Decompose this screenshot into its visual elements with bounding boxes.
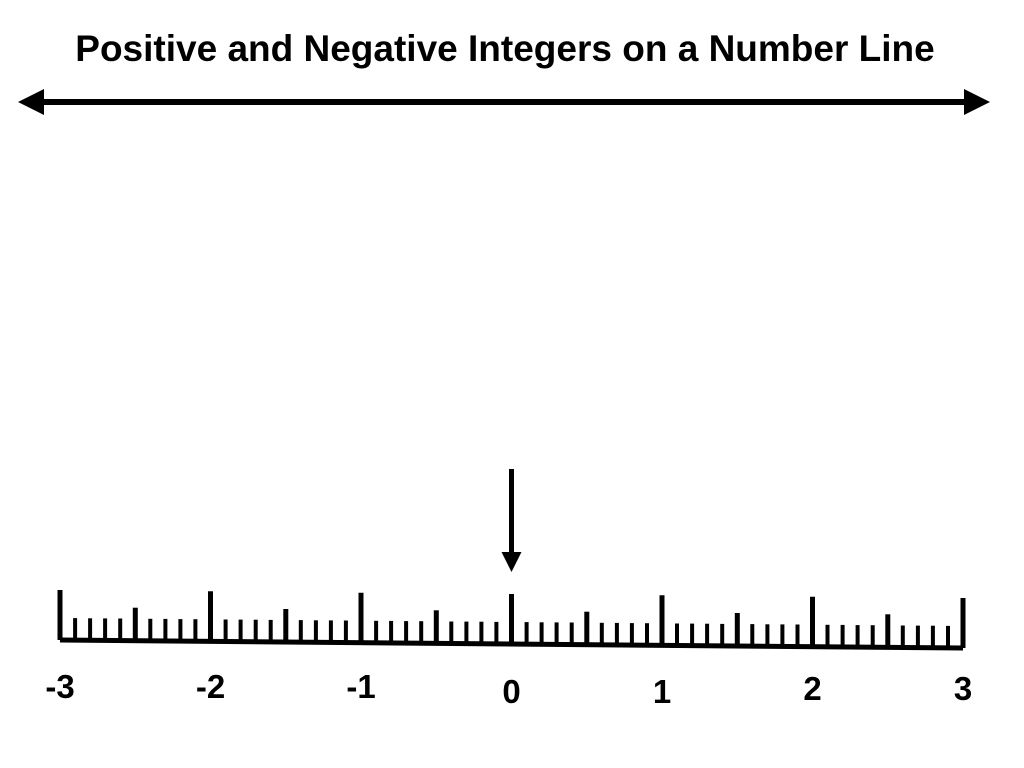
double-arrow-icon bbox=[18, 89, 990, 115]
page-title: Positive and Negative Integers on a Numb… bbox=[75, 28, 935, 69]
arrow-left-head bbox=[18, 89, 44, 115]
arrow-right-head bbox=[964, 89, 990, 115]
tick-marks bbox=[57, 590, 966, 648]
pointer-head bbox=[501, 552, 522, 572]
tick-label: 0 bbox=[502, 673, 520, 710]
tick-label: 1 bbox=[653, 673, 671, 710]
tick-label: 3 bbox=[954, 670, 972, 707]
tick-label: 2 bbox=[803, 670, 821, 707]
tick-label: -1 bbox=[346, 668, 375, 705]
tick-label: -3 bbox=[45, 668, 74, 705]
tick-label: -2 bbox=[196, 668, 225, 705]
down-arrow-icon bbox=[501, 469, 522, 572]
tick-labels: -3 -2 -1 0 1 2 3 bbox=[45, 668, 972, 710]
